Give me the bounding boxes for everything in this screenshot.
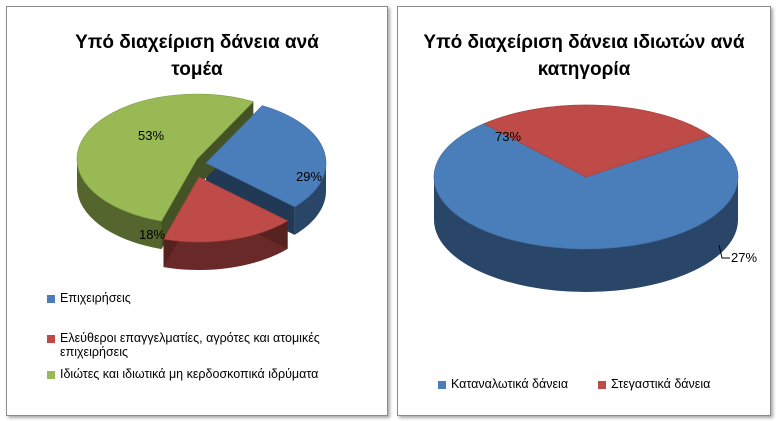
pie-slice-2 xyxy=(163,176,289,243)
pie-slice-1 xyxy=(433,123,739,250)
chart-panel-sectors: Υπό διαχείριση δάνεια ανά τομέα 29% 18% 53… xyxy=(6,6,388,416)
legend-item-businesses: Επιχειρήσεις xyxy=(47,291,377,305)
legend-swatch xyxy=(47,371,55,379)
pie-slice-2 xyxy=(483,104,712,178)
legend-item-consumer-loans: Καταναλωτικά δάνεια xyxy=(438,377,568,391)
pie-slice-side xyxy=(434,177,738,292)
legend-label: Καταναλωτικά δάνεια xyxy=(451,377,569,391)
legend-label: Στεγαστικά δάνεια xyxy=(611,377,711,391)
legend-item-mortgage-loans: Στεγαστικά δάνεια xyxy=(598,377,710,391)
data-label: 29% xyxy=(296,169,322,184)
legend-swatch xyxy=(47,295,55,303)
data-label: 53% xyxy=(138,128,164,143)
legend-swatch xyxy=(598,381,606,389)
chart-title: Υπό διαχείριση δάνεια ιδιωτών ανά κατηγο… xyxy=(423,32,745,80)
pie-slice-side xyxy=(294,163,326,235)
pie-slice-3 xyxy=(76,93,254,222)
legend-label: Επιχειρήσεις xyxy=(60,291,131,305)
legend-swatch xyxy=(47,335,55,343)
data-label: 73% xyxy=(495,129,521,144)
chart-panel-private-loans: Υπό διαχείριση δάνεια ιδιωτών ανά κατηγο… xyxy=(397,6,771,416)
pie-chart-sectors: 29% 18% 53% xyxy=(76,93,327,270)
data-label: 27% xyxy=(731,250,757,265)
pie-slice-1 xyxy=(205,105,327,208)
legend-label: Ιδιώτες και ιδιωτικά μη κερδοσκοπικά ιδρ… xyxy=(60,367,319,381)
chart-title: Υπό διαχείριση δάνεια ανά τομέα xyxy=(75,32,319,80)
legend-swatch xyxy=(438,381,446,389)
data-label: 18% xyxy=(139,227,165,242)
legend-item-individuals: Ιδιώτες και ιδιωτικά μη κερδοσκοπικά ιδρ… xyxy=(47,367,377,381)
legend-label: Ελεύθεροι επαγγελματίες, αγρότες και ατο… xyxy=(60,331,320,359)
pie-slice-side xyxy=(77,159,162,250)
pie-chart-private-loans: 73% 27% xyxy=(433,104,757,292)
pie-slice-side xyxy=(163,220,288,270)
legend-item-self-employed: Ελεύθεροι επαγγελματίες, αγρότες και ατο… xyxy=(47,331,377,359)
label-leader-line xyxy=(718,244,730,259)
